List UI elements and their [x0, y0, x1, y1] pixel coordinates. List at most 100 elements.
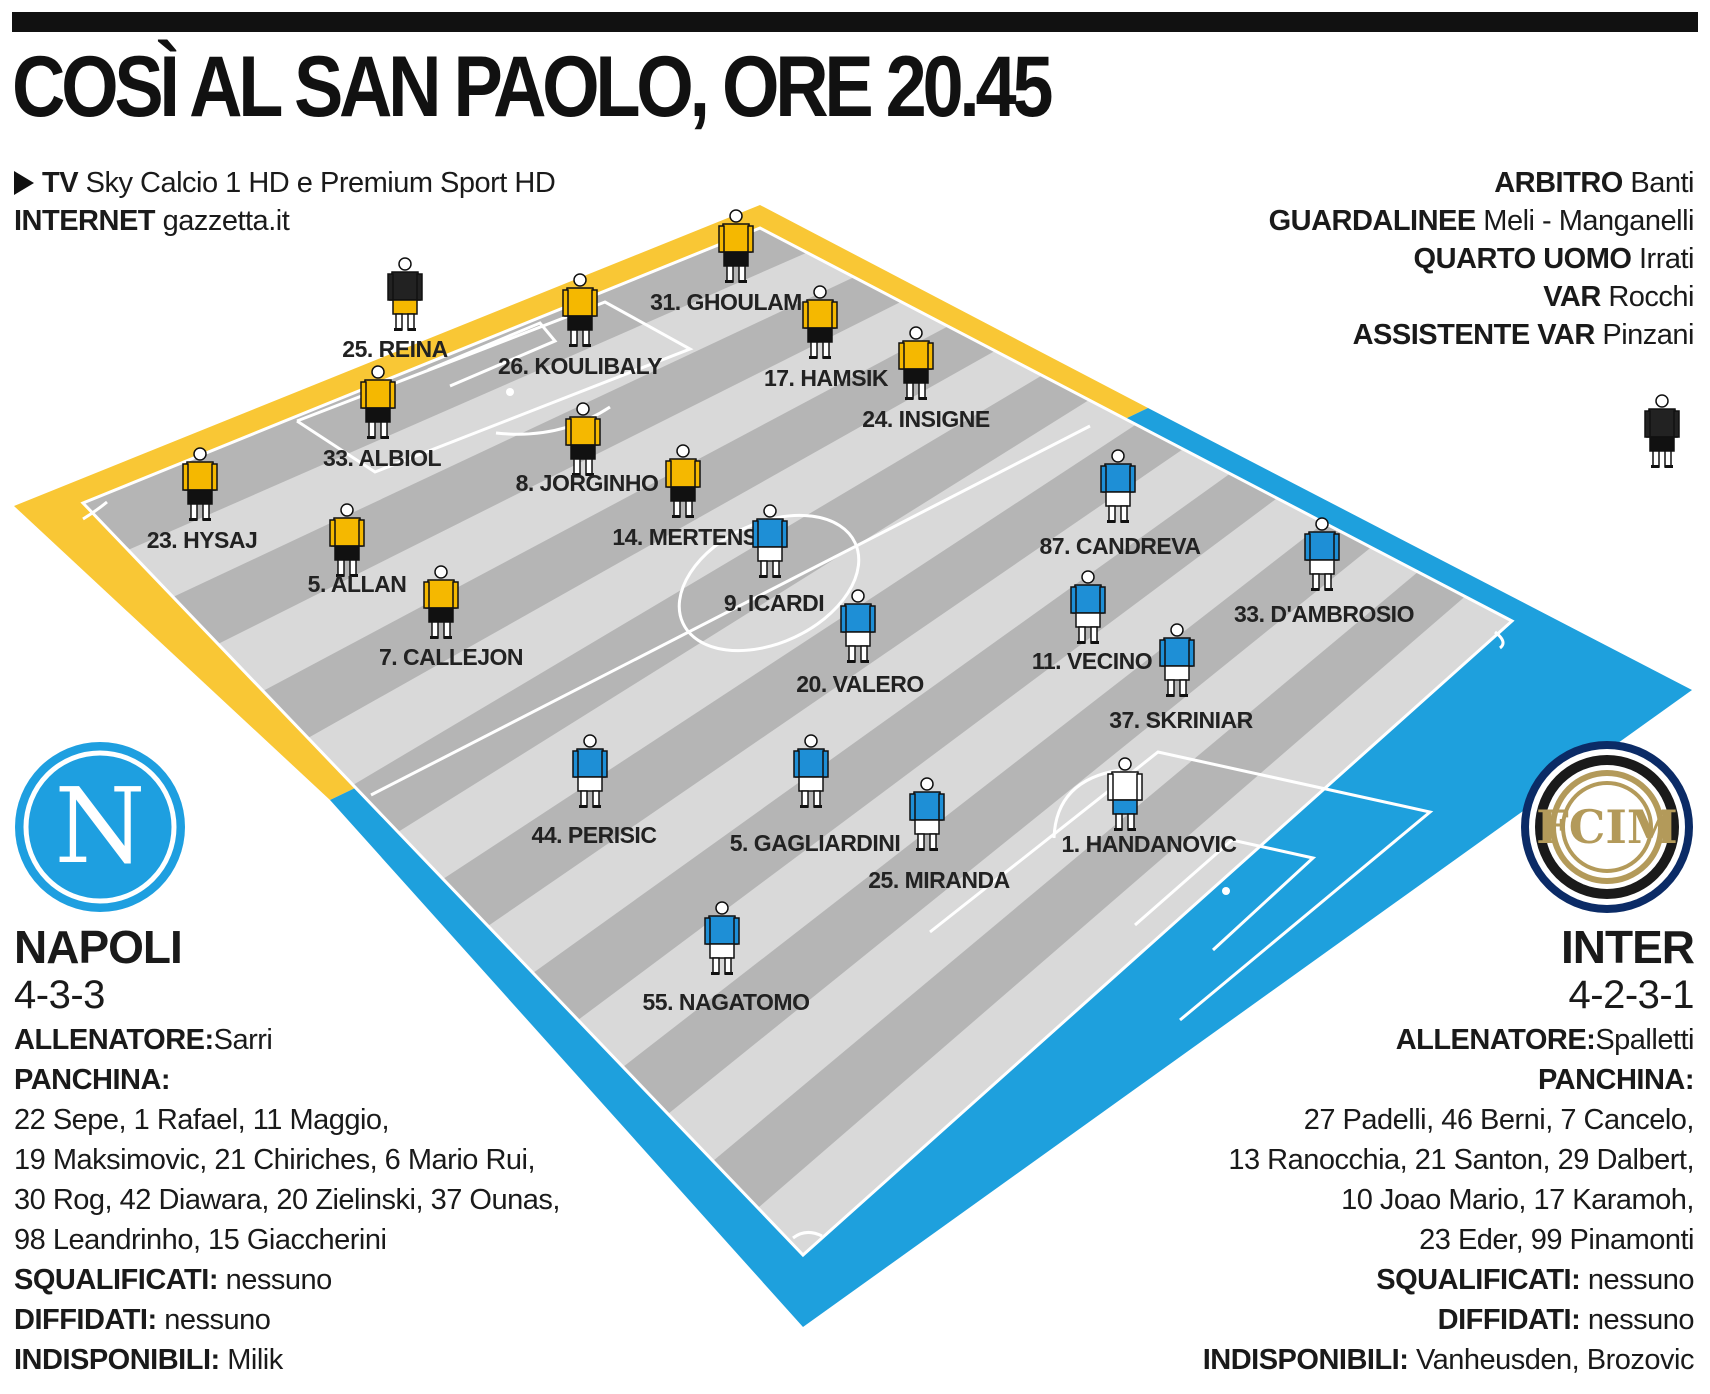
- quarto-uomo-line: QUARTO UOMO Irrati: [1269, 240, 1695, 278]
- inter-player-label: 55. NAGATOMO: [643, 989, 810, 1015]
- napoli-unavailable: Milik: [227, 1344, 283, 1376]
- var-label: VAR: [1543, 281, 1601, 313]
- napoli-bench-line: 30 Rog, 42 Diawara, 20 Zielinski, 37 Oun…: [14, 1184, 560, 1216]
- page-title: COSÌ AL SAN PAOLO, ORE 20.45: [12, 39, 1054, 135]
- napoli-formation: 4-3-3: [14, 973, 105, 1017]
- assistente-var-line: ASSISTENTE VAR Pinzani: [1269, 316, 1695, 354]
- player-figure-icon: [1070, 570, 1106, 644]
- inter-penalty-spot: [1222, 887, 1230, 895]
- napoli-warned-line: DIFFIDATI: nessuno: [14, 1300, 560, 1340]
- assistente-var-label: ASSISTENTE VAR: [1352, 319, 1596, 351]
- guardalinee-label: GUARDALINEE: [1268, 205, 1477, 237]
- player-figure-icon: [718, 209, 754, 283]
- referee-icon: [1644, 394, 1680, 468]
- napoli-suspended-label: SQUALIFICATI:: [14, 1264, 219, 1296]
- inter-bench-line: 27 Padelli, 46 Berni, 7 Cancelo,: [1303, 1104, 1695, 1136]
- inter-formation: 4-2-3-1: [1568, 973, 1695, 1017]
- napoli-unavailable-line: INDISPONIBILI: Milik: [14, 1340, 560, 1380]
- inter-goal-area: [1134, 838, 1317, 952]
- player-figure-icon: [565, 402, 601, 476]
- napoli-player-label: 14. MERTENS: [612, 524, 757, 550]
- napoli-warned: nessuno: [164, 1304, 271, 1336]
- internet-label: INTERNET: [14, 205, 156, 237]
- player-figure-icon: [423, 565, 459, 639]
- napoli-goal-area: [427, 321, 558, 388]
- guardalinee-line: GUARDALINEE Meli - Manganelli: [1268, 202, 1695, 240]
- pitch-stripe: [353, 375, 1089, 832]
- corner-arc: [82, 500, 108, 521]
- tv-line: TV Sky Calcio 1 HD e Premium Sport HD: [14, 164, 556, 202]
- napoli-coach-label: ALLENATORE:: [14, 1024, 214, 1056]
- player-figure-icon: [562, 273, 598, 347]
- napoli-bench-line: 22 Sepe, 1 Rafael, 11 Maggio,: [14, 1104, 390, 1136]
- inter-player-label: 5. GAGLIARDINI: [730, 830, 901, 856]
- napoli-warned-label: DIFFIDATI:: [14, 1304, 157, 1336]
- quarto-uomo-value: Irrati: [1639, 243, 1695, 275]
- player-figure-icon: [1304, 517, 1340, 591]
- var-value: Rocchi: [1608, 281, 1694, 313]
- player-figure-icon: [1100, 449, 1136, 523]
- napoli-player-label: 24. INSIGNE: [862, 406, 990, 432]
- inter-penalty-arc: [1052, 768, 1121, 839]
- napoli-coach: Sarri: [213, 1024, 273, 1056]
- napoli-penalty-area: [296, 300, 694, 474]
- inter-coach-line: ALLENATORE:Spalletti: [1203, 1020, 1695, 1060]
- player-figure-icon: [704, 901, 740, 975]
- pitch-stripe: [713, 571, 1465, 1208]
- inter-bench-line: 10 Joao Mario, 17 Karamoh,: [1341, 1184, 1694, 1216]
- napoli-penalty-arc: [495, 405, 611, 436]
- var-line: VAR Rocchi: [1269, 278, 1694, 316]
- inter-player-label: 25. MIRANDA: [868, 867, 1009, 893]
- napoli-bench-label: PANCHINA:: [14, 1064, 171, 1096]
- napoli-suspended-line: SQUALIFICATI: nessuno: [14, 1260, 560, 1300]
- guardalinee-value: Meli - Manganelli: [1483, 205, 1694, 237]
- player-figure-icon: [909, 777, 945, 851]
- inter-coach: Spalletti: [1595, 1024, 1694, 1056]
- player-figure-icon: [665, 444, 701, 518]
- napoli-player-label: 8. JORGINHO: [516, 470, 659, 496]
- top-rule: [12, 12, 1698, 32]
- napoli-player-label: 7. CALLEJON: [379, 644, 523, 670]
- player-figure-icon: [1644, 394, 1680, 468]
- inter-player-label: 11. VECINO: [1032, 648, 1152, 674]
- napoli-bench-line: 19 Maksimovic, 21 Chiriches, 6 Mario Rui…: [14, 1144, 536, 1176]
- inter-unavailable-label: INDISPONIBILI:: [1202, 1344, 1409, 1376]
- inter-bench-line: 13 Ranocchia, 21 Santon, 29 Dalbert,: [1228, 1144, 1694, 1176]
- arbitro-label: ARBITRO: [1494, 167, 1623, 199]
- inter-warned-line: DIFFIDATI: nessuno: [1203, 1300, 1695, 1340]
- inter-player-label: 44. PERISIC: [532, 822, 657, 848]
- napoli-crest-letter: N: [55, 765, 146, 887]
- napoli-coach-line: ALLENATORE:Sarri: [14, 1020, 560, 1060]
- inter-unavailable-line: INDISPONIBILI: Vanheusden, Brozovic: [1202, 1340, 1695, 1380]
- inter-player-label: 20. VALERO: [796, 671, 924, 697]
- quarto-uomo-label: QUARTO UOMO: [1413, 243, 1632, 275]
- inter-player-label: 37. SKRINIAR: [1109, 707, 1253, 733]
- arbitro-value: Banti: [1630, 167, 1694, 199]
- inter-crest-letters: FCIM: [1536, 800, 1678, 854]
- player-figure-icon: [840, 589, 876, 663]
- pitch-stripe: [443, 424, 1183, 926]
- inter-player-label: 1. HANDANOVIC: [1062, 831, 1237, 857]
- inter-crest-icon: FCIM: [1521, 741, 1693, 913]
- halfway-line: [370, 424, 1091, 797]
- napoli-player-label: 25. REINA: [342, 336, 447, 362]
- inter-suspended-line: SQUALIFICATI: nessuno: [1203, 1260, 1694, 1300]
- player-figure-icon: [898, 326, 934, 400]
- napoli-bench-line: 98 Leandrinho, 15 Giaccherini: [14, 1224, 387, 1256]
- inter-bench-label: PANCHINA:: [1537, 1064, 1695, 1096]
- player-figure-icon: [752, 504, 788, 578]
- players-layer: 25. REINA 26. KOULIBALY 31. GHOULAM 33. ALB…: [147, 209, 1414, 1015]
- inter-name: INTER: [1561, 921, 1695, 973]
- napoli-info: NAPOLI 4-3-3 ALLENATORE:Sarri PANCHINA: …: [14, 922, 560, 1380]
- napoli-penalty-spot: [506, 388, 514, 396]
- inter-unavailable: Vanheusden, Brozovic: [1415, 1344, 1695, 1376]
- officials-info: ARBITRO Banti GUARDALINEE Meli - Mangane…: [1268, 164, 1695, 354]
- pitch-lines: [80, 226, 1515, 1258]
- inter-info: INTER 4-2-3-1 ALLENATORE:Spalletti PANCH…: [1202, 921, 1695, 1380]
- inter-suspended-label: SQUALIFICATI:: [1376, 1264, 1581, 1296]
- player-figure-icon: [572, 734, 608, 808]
- inter-bench-line: 23 Eder, 99 Pinamonti: [1419, 1224, 1694, 1256]
- inter-penalty-area: [929, 750, 1434, 1022]
- player-figure-icon: [360, 365, 396, 439]
